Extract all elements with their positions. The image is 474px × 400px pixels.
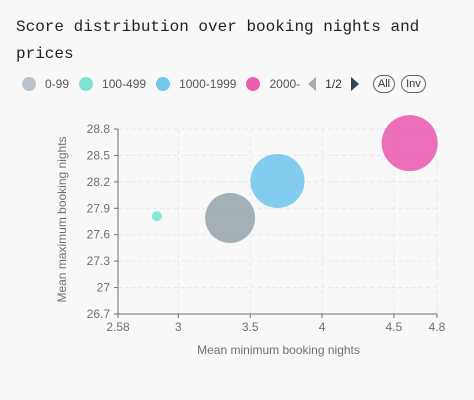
x-tick-label: 3.5	[242, 320, 259, 334]
legend-label: 1000-1999	[179, 77, 237, 91]
bubble-100-499	[151, 211, 162, 222]
bubble-series	[117, 287, 119, 290]
legend-dot-icon	[246, 77, 261, 91]
y-tick-label: 27.3	[87, 254, 111, 268]
legend-page-indicator: 1/2	[325, 77, 342, 91]
x-tick-label: 4	[319, 320, 326, 334]
x-axis-label: Mean minimum booking nights	[197, 343, 360, 357]
chart-title: Score distribution over booking nights a…	[16, 18, 420, 63]
y-tick-label: 26.7	[87, 307, 111, 321]
legend-label: 2000-	[269, 77, 301, 91]
legend-label: 100-499	[102, 77, 147, 91]
y-tick-label: 27.9	[87, 201, 111, 215]
legend-dot-icon	[22, 77, 36, 91]
inverse-selection-button[interactable]: Inv	[401, 75, 426, 93]
bubble-0-99	[205, 192, 256, 243]
y-tick-label: 27.6	[87, 228, 111, 242]
next-page-icon[interactable]	[350, 77, 359, 91]
y-tick-label: 28.8	[87, 122, 111, 136]
legend-dot-icon	[156, 77, 171, 91]
legend-dot-icon	[79, 77, 94, 91]
legend-label: 0-99	[45, 77, 70, 91]
legend-pager: 1/2	[308, 77, 373, 91]
axes: 28.8 28.5 28.2 27.9 27.6 27.3 27 26.72.58 3 3.5 4 4…	[87, 122, 446, 334]
bubble-2000-	[381, 115, 438, 172]
bubble-1000-1999	[250, 153, 305, 208]
prev-page-icon[interactable]	[308, 77, 317, 91]
x-tick-label: 2.58	[106, 320, 130, 334]
data-points	[117, 115, 438, 290]
y-tick-label: 28.5	[87, 148, 111, 162]
x-tick-label: 4.5	[386, 320, 403, 334]
y-axis-label: Mean maximum booking nights	[55, 136, 69, 302]
y-tick-label: 28.2	[87, 175, 111, 189]
legend-item-1000-1999[interactable]: 1000-1999	[156, 77, 236, 91]
legend-item-2000[interactable]: 2000-	[246, 77, 300, 91]
select-all-button[interactable]: All	[372, 75, 396, 93]
legend: 0-99 100-499 1000-1999 2000- 1/2 All Inv	[22, 74, 432, 94]
x-tick-label: 4.8	[429, 320, 446, 334]
legend-item-0-99[interactable]: 0-99	[22, 77, 69, 91]
y-tick-label: 27	[97, 281, 111, 295]
legend-item-100-499[interactable]: 100-499	[79, 77, 146, 91]
x-tick-label: 3	[175, 320, 182, 334]
